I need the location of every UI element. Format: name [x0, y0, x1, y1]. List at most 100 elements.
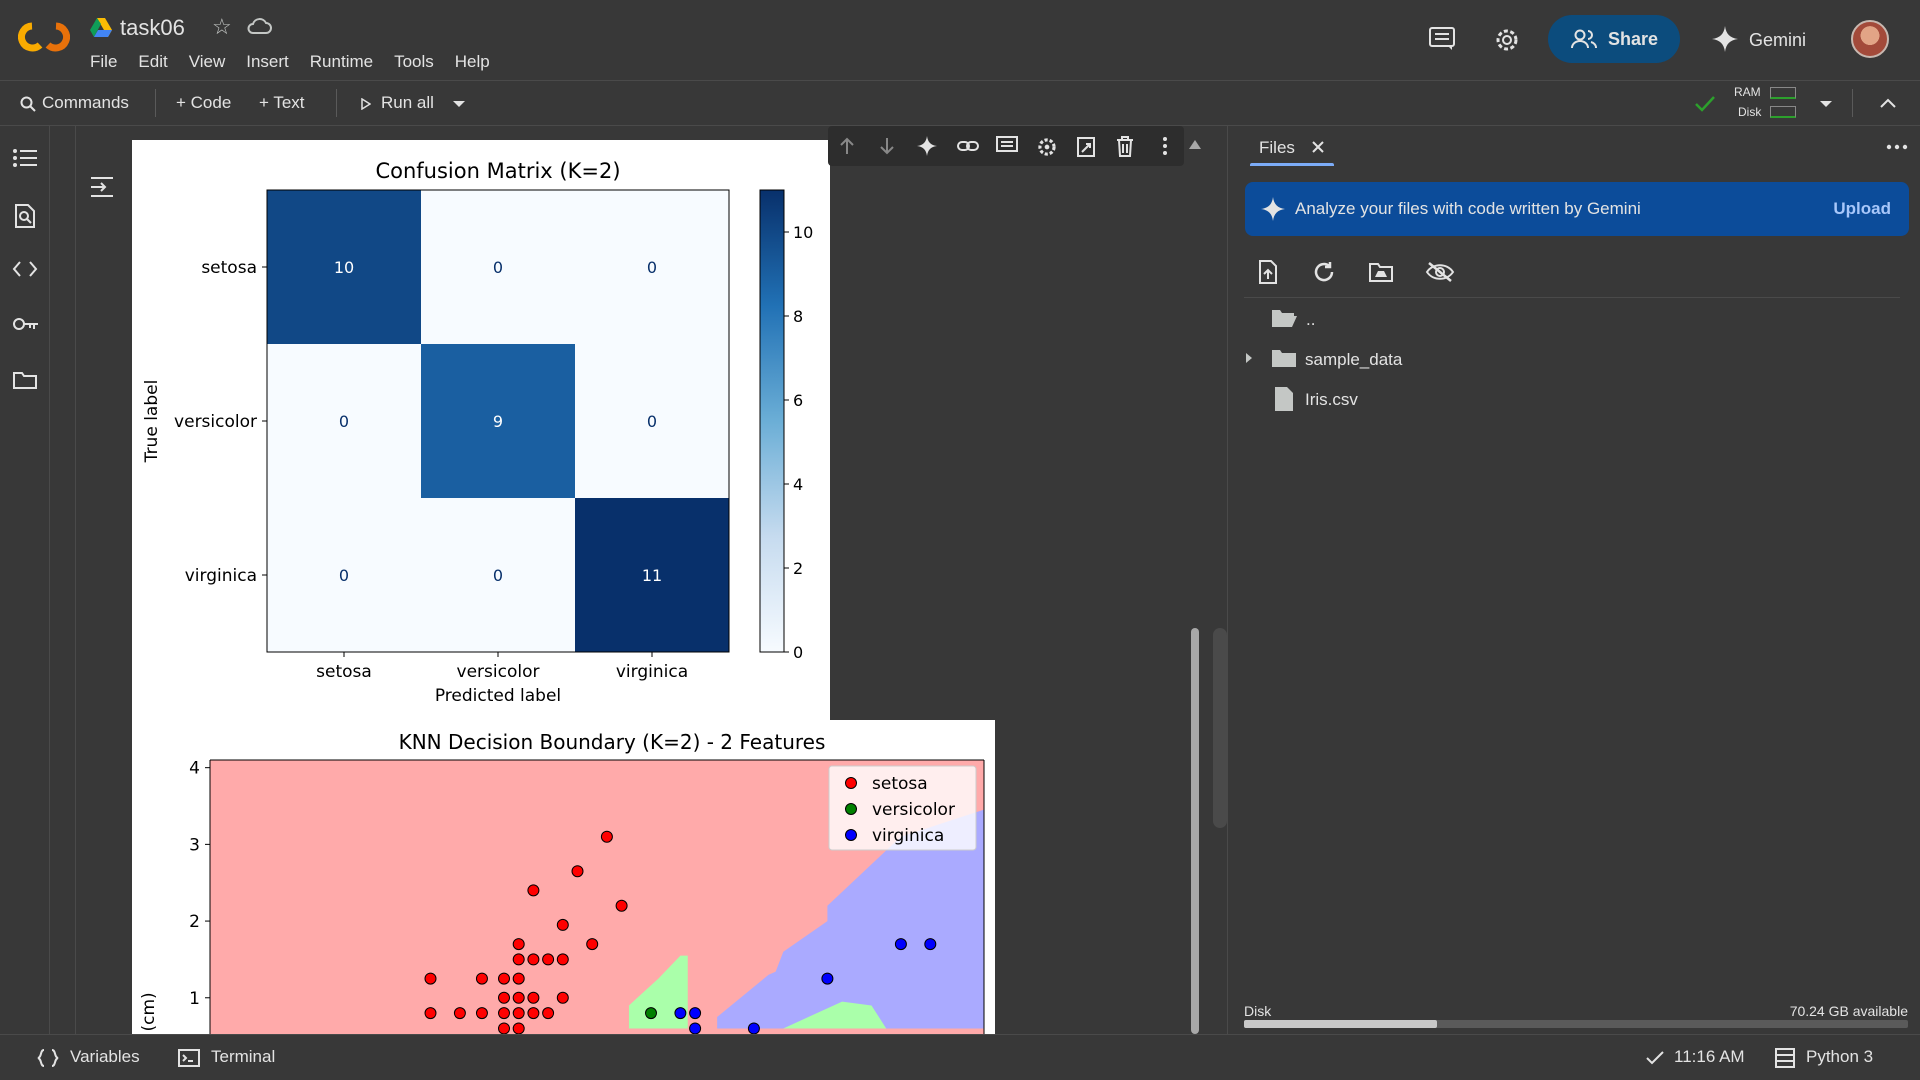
heatmap-cell: [421, 344, 575, 498]
find-replace-icon[interactable]: [12, 203, 38, 229]
notebook-gutter: [75, 126, 76, 1034]
disk-usage-bar: [1244, 1020, 1908, 1028]
menu-tools[interactable]: Tools: [394, 52, 434, 71]
menu-edit[interactable]: Edit: [138, 52, 168, 71]
notebook-scrollbar[interactable]: [1213, 628, 1227, 828]
scatter-point-setosa: [512, 1022, 525, 1034]
files-more-icon[interactable]: [1886, 144, 1908, 150]
scatter-point-setosa: [586, 938, 599, 951]
file-item-parent[interactable]: ..: [1306, 310, 1316, 329]
terminal-button[interactable]: Terminal: [211, 1047, 276, 1066]
close-icon[interactable]: [1311, 140, 1325, 154]
menu-help[interactable]: Help: [454, 52, 490, 71]
scatter-point-setosa: [542, 953, 555, 966]
cell-value-label: 0: [647, 412, 657, 431]
upload-file-icon[interactable]: [1258, 259, 1278, 285]
scatter-point-setosa: [498, 972, 510, 985]
ram-meter[interactable]: [1770, 87, 1796, 99]
variables-button[interactable]: Variables: [70, 1047, 140, 1066]
upload-button[interactable]: Upload: [1833, 199, 1891, 218]
gemini-button[interactable]: Gemini: [1749, 30, 1807, 50]
run-all-button[interactable]: Run all: [381, 93, 434, 112]
file-item-iris-csv[interactable]: Iris.csv: [1305, 390, 1358, 409]
check-icon: [1646, 1051, 1664, 1065]
drive-icon[interactable]: [90, 18, 112, 38]
play-icon: [361, 98, 371, 110]
x-tick-label: versicolor: [457, 662, 540, 682]
folder-icon[interactable]: [12, 370, 38, 390]
output-actions-icon[interactable]: [89, 176, 115, 198]
legend-label-setosa: setosa: [872, 774, 928, 794]
cell-value-label: 10: [334, 258, 354, 277]
x-tick-label: setosa: [316, 662, 372, 682]
avatar[interactable]: [1851, 20, 1889, 58]
menu-file[interactable]: File: [90, 52, 118, 71]
legend-marker-versicolor: [845, 803, 857, 815]
scatter-point-setosa: [600, 830, 613, 843]
table-of-contents-icon[interactable]: [12, 148, 38, 168]
y-tick-label: virginica: [185, 566, 257, 586]
add-text-button[interactable]: + Text: [259, 93, 305, 112]
file-item-sample-data[interactable]: sample_data: [1305, 350, 1403, 369]
scatter-point-setosa: [512, 1007, 525, 1020]
expand-triangle-icon[interactable]: [1244, 352, 1254, 364]
secrets-key-icon[interactable]: [12, 316, 40, 332]
mount-drive-icon[interactable]: [1368, 261, 1394, 283]
confusion-matrix-chart: Confusion Matrix (K=2) 10 0 0 0 9 0 0 0 11 setosa v…: [142, 159, 813, 706]
comment-icon[interactable]: [1428, 26, 1456, 52]
gemini-analyze-banner: Analyze your files with code written by …: [1245, 182, 1909, 236]
disk-meter[interactable]: [1770, 106, 1796, 118]
share-button[interactable]: Share: [1548, 15, 1680, 63]
chevron-down-icon[interactable]: [452, 100, 466, 108]
cell-comment-icon[interactable]: [996, 136, 1018, 156]
left-sidebar: [0, 126, 50, 1034]
output-scrollbar[interactable]: [1191, 628, 1199, 1034]
more-options-icon[interactable]: [1162, 136, 1168, 156]
files-panel: [1228, 126, 1920, 1034]
terminal-icon: [178, 1049, 200, 1067]
scatter-point-setosa: [512, 938, 525, 951]
collapse-chevron-up-icon[interactable]: [1880, 98, 1896, 108]
menu-insert[interactable]: Insert: [246, 52, 289, 71]
cloud-saved-icon[interactable]: [246, 16, 272, 36]
menu-view[interactable]: View: [188, 52, 226, 71]
notebook-title[interactable]: task06: [120, 15, 185, 40]
disk-label: Disk: [1738, 105, 1762, 119]
people-icon: [1570, 29, 1597, 49]
colorbar-tick-label: 8: [793, 307, 803, 326]
scroll-up-arrow[interactable]: [1189, 140, 1201, 149]
scatter-point-setosa: [475, 972, 488, 985]
move-up-icon[interactable]: [838, 136, 856, 156]
toolbar-divider: [1852, 89, 1853, 117]
commands-button[interactable]: Commands: [42, 93, 129, 112]
connected-check-icon: [1695, 96, 1715, 112]
heatmap-cell: [267, 344, 421, 498]
panel-divider[interactable]: [1227, 126, 1228, 1034]
settings-gear-icon[interactable]: [1493, 26, 1521, 54]
cell-settings-gear-icon[interactable]: [1036, 136, 1058, 158]
colab-logo[interactable]: [18, 18, 70, 56]
delete-trash-icon[interactable]: [1116, 136, 1134, 158]
legend-label-virginica: virginica: [872, 826, 944, 846]
mirror-cell-icon[interactable]: [1076, 136, 1096, 158]
add-code-button[interactable]: + Code: [176, 93, 232, 112]
gemini-cell-icon[interactable]: [917, 136, 937, 156]
heatmap-cell: [267, 190, 421, 344]
hide-files-icon[interactable]: [1425, 261, 1455, 283]
menu-runtime[interactable]: Runtime: [309, 52, 374, 71]
move-down-icon[interactable]: [878, 136, 896, 156]
status-bar: Variables Terminal 11:16 AM Python 3: [0, 1034, 1920, 1080]
refresh-icon[interactable]: [1312, 260, 1336, 284]
toolbar-divider: [336, 89, 337, 117]
resources-chevron-down-icon[interactable]: [1819, 100, 1833, 108]
code-snippets-icon[interactable]: [12, 260, 38, 278]
confusion-matrix-figure: Confusion Matrix (K=2) 10 0 0 0 9 0 0 0 11 setosa v…: [132, 140, 830, 720]
files-tab[interactable]: Files: [1259, 138, 1295, 157]
execution-time[interactable]: 11:16 AM: [1674, 1047, 1745, 1066]
scatter-point-setosa: [453, 1007, 466, 1020]
kernel-label[interactable]: Python 3: [1806, 1047, 1874, 1066]
link-icon[interactable]: [956, 136, 980, 156]
gemini-sparkle-icon[interactable]: [1712, 26, 1738, 52]
star-icon[interactable]: ☆: [212, 14, 232, 39]
scatter-point-setosa: [556, 991, 569, 1004]
